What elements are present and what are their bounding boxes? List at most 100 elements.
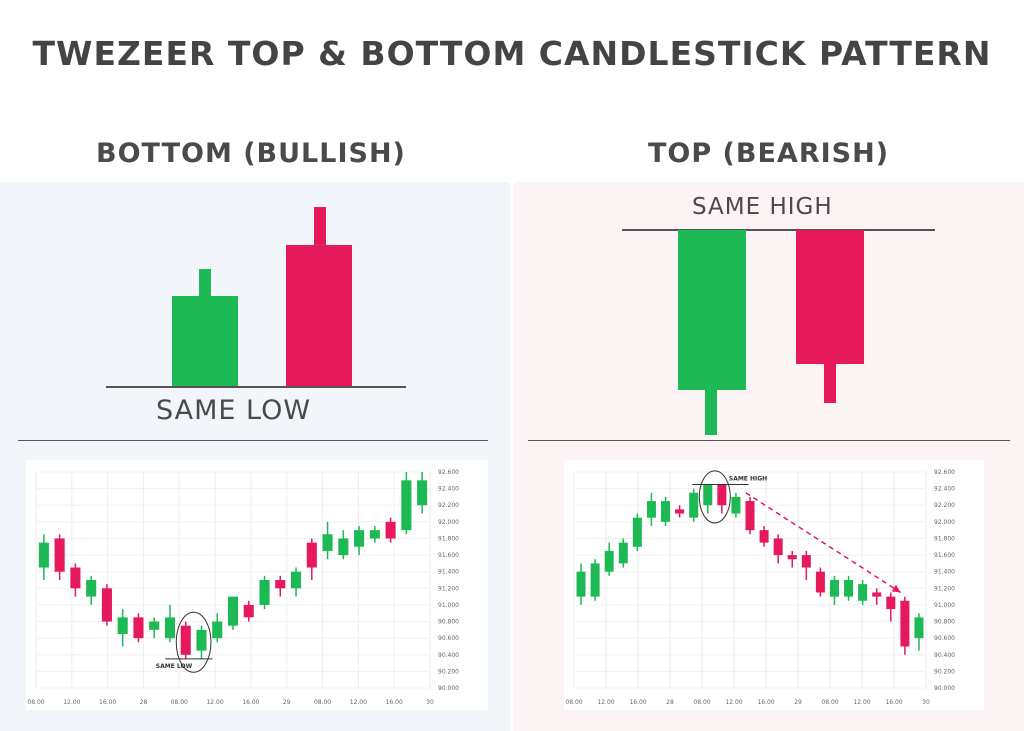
candle-body [576,571,586,597]
candle-body [290,571,302,589]
candle-body [731,496,741,514]
y-tick-label: 91.800 [438,535,459,542]
x-tick-label: 16.00 [386,699,403,706]
top-candlestick-chart: 08.00 12.00 16.00 28 08.00 12.00 16.00 29 08.00 1… [565,469,955,706]
bottom-bear-body [286,245,352,387]
candle-body [369,530,380,539]
x-tick-label: 16.00 [99,699,116,706]
candle-body [180,625,191,655]
candle-body [844,580,854,597]
candle-body [243,604,254,618]
candle-body [661,501,671,522]
x-tick-label: 08.00 [171,699,188,706]
candle-body [745,501,755,531]
candle-body [417,480,428,506]
bottom-candlestick-chart: 08.00 12.00 16.00 28 08.00 12.00 16.00 29 08.00 1… [27,469,459,706]
y-tick-label: 91.400 [934,569,955,576]
y-tick-label: 90.200 [438,668,459,675]
candle-body [227,596,239,626]
y-tick-label: 91.600 [934,552,955,559]
candle-body [338,538,349,556]
y-tick-label: 92.400 [934,486,955,493]
top-bull-wick [705,388,717,435]
x-tick-label: 30 [922,699,930,706]
bottom-panel: SAME LOW 08.00 12.00 16.00 28 08.00 12.00 16.0… [0,182,510,731]
x-tick-label: 30 [426,699,434,706]
page-title: TWEZEER TOP & BOTTOM CANDLESTICK PATTERN [32,34,992,73]
bottom-heading: BOTTOM (BULLISH) [96,138,406,169]
candle-body [886,596,896,610]
bottom-divider [18,440,488,441]
same-high-label: SAME HIGH [692,194,833,220]
x-tick-label: 29 [283,699,291,706]
candle-body [787,555,797,560]
candle-body [133,617,144,639]
x-tick-label: 16.00 [885,699,902,706]
y-tick-label: 92.600 [934,469,955,476]
x-tick-label: 28 [140,699,148,706]
top-pattern-illustration [622,229,935,435]
x-tick-label: 08.00 [314,699,331,706]
candle-body [275,580,286,589]
y-tick-label: 91.000 [934,602,955,609]
same-high-ellipse [698,470,731,524]
y-tick-label: 90.800 [438,619,459,626]
bottom-bear-wick [314,207,326,247]
candle-body [773,538,783,556]
y-tick-label: 92.600 [438,469,459,476]
candle-body [872,592,882,597]
y-tick-label: 90.200 [934,668,955,675]
candle-body [164,617,176,639]
same-low-label: SAME LOW [156,395,312,426]
x-tick-label: 12.00 [63,699,80,706]
x-tick-label: 08.00 [565,699,582,706]
candle-body [801,555,811,568]
y-tick-label: 92.000 [934,519,955,526]
candle-body [815,571,825,593]
same-high-line [622,229,935,231]
y-tick-label: 92.200 [934,502,955,509]
candle-body [858,584,868,601]
bottom-bull-wick [199,269,211,299]
candle-body [38,542,49,568]
trend-arrow-head [891,584,901,593]
x-tick-label: 08.00 [693,699,710,706]
y-tick-label: 90.400 [934,652,955,659]
same-low-ellipse [175,611,212,673]
same-high-chart-label: SAME HIGH [729,475,767,482]
top-panel: SAME HIGH 08.00 12.00 16.00 28 08.00 12.00 16.… [514,182,1024,731]
top-bear-body [796,230,864,364]
y-tick-label: 92.000 [438,519,459,526]
candle-body [717,484,727,506]
candle-body [385,521,396,539]
top-heading: TOP (BEARISH) [648,138,890,169]
candle-body [259,580,270,605]
x-tick-label: 16.00 [757,699,774,706]
candle-body [101,588,112,622]
y-tick-label: 91.600 [438,552,459,559]
candle-body [354,530,365,547]
candle-body [401,480,412,531]
y-tick-label: 91.800 [934,535,955,542]
candle-body [703,484,713,506]
candle-body [212,621,223,639]
y-tick-label: 90.000 [934,685,955,692]
x-tick-label: 08.00 [27,699,44,706]
candle-body [900,600,910,647]
candle-body [632,517,642,547]
candle-body [759,530,769,543]
x-tick-label: 29 [794,699,802,706]
x-tick-label: 08.00 [821,699,838,706]
top-bull-body [678,230,746,390]
candle-body [675,509,685,514]
x-tick-label: 12.00 [725,699,742,706]
x-tick-label: 12.00 [853,699,870,706]
candle-body [322,534,333,551]
top-chart-box: 08.00 12.00 16.00 28 08.00 12.00 16.00 29 08.00 1… [564,460,984,710]
same-low-chart-label: SAME LOW [156,663,193,670]
candle-body [604,550,614,572]
y-tick-label: 92.200 [438,502,459,509]
x-tick-label: 12.00 [597,699,614,706]
x-tick-label: 12.00 [206,699,223,706]
candle-body [196,629,207,651]
